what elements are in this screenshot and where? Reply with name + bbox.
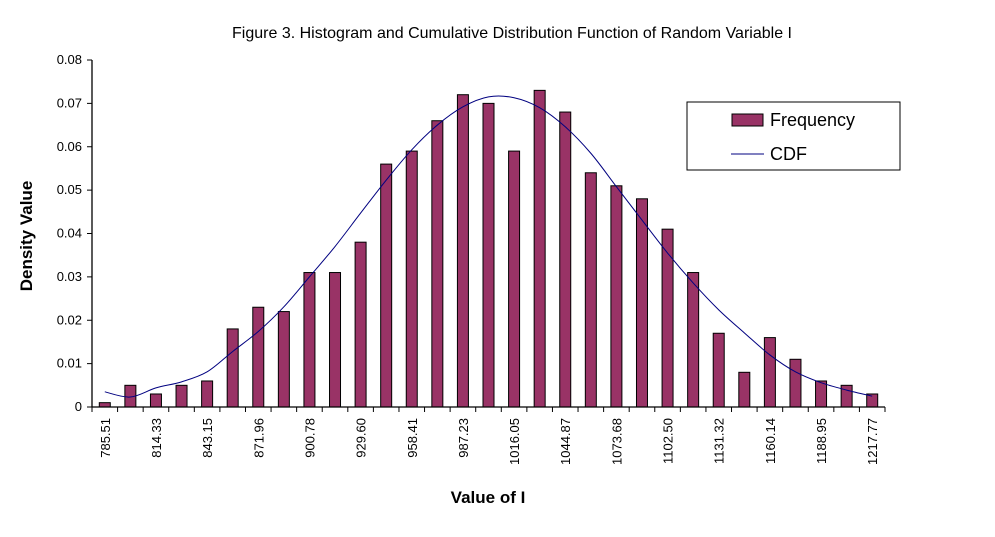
legend-frequency-label: Frequency bbox=[770, 110, 855, 130]
x-tick-label: 958.41 bbox=[405, 418, 420, 458]
frequency-bar bbox=[533, 89, 546, 408]
y-tick-label: 0.08 bbox=[57, 52, 82, 67]
frequency-bar bbox=[175, 384, 188, 408]
legend-cdf-label: CDF bbox=[770, 144, 807, 164]
x-tick-label: 1131.32 bbox=[712, 418, 727, 464]
cdf-line bbox=[104, 95, 873, 398]
y-tick-label: 0.01 bbox=[57, 356, 82, 371]
frequency-bar bbox=[354, 241, 367, 408]
frequency-bar bbox=[431, 120, 444, 408]
x-tick-label: 987.23 bbox=[456, 418, 471, 458]
x-tick-label: 900.78 bbox=[302, 418, 317, 458]
y-tick-label: 0.04 bbox=[57, 226, 82, 241]
x-tick-label: 1160.14 bbox=[763, 418, 778, 464]
y-tick-label: 0.02 bbox=[57, 312, 82, 327]
frequency-bar bbox=[559, 111, 572, 408]
frequency-bar bbox=[482, 102, 495, 408]
x-tick-label: 814.33 bbox=[149, 418, 164, 458]
chart-title: Figure 3. Histogram and Cumulative Distr… bbox=[232, 25, 792, 42]
frequency-bar bbox=[508, 150, 521, 408]
frequency-bar bbox=[405, 150, 418, 408]
frequency-bar bbox=[610, 185, 623, 408]
x-tick-label: 1016.05 bbox=[507, 418, 522, 465]
frequency-bar bbox=[635, 198, 648, 408]
legend: Frequency CDF bbox=[686, 101, 901, 171]
y-tick-label: 0.07 bbox=[57, 95, 82, 110]
x-tick-label: 785.51 bbox=[98, 418, 113, 458]
y-tick-label: 0.05 bbox=[57, 182, 82, 197]
x-tick-label: 1217.77 bbox=[865, 418, 880, 465]
frequency-bar bbox=[201, 380, 214, 408]
y-tick-label: 0.06 bbox=[57, 139, 82, 154]
y-tick-label: 0 bbox=[75, 399, 82, 414]
x-axis-label: Value of I bbox=[451, 488, 526, 507]
x-tick-label: 1188.95 bbox=[814, 418, 829, 464]
frequency-bar bbox=[380, 163, 393, 408]
frequency-bar bbox=[712, 332, 725, 408]
frequency-bar bbox=[456, 94, 469, 408]
x-tick-label: 843.15 bbox=[200, 418, 215, 458]
x-tick-label: 871.96 bbox=[251, 418, 266, 458]
frequency-bar bbox=[661, 228, 674, 408]
frequency-bar bbox=[329, 272, 342, 408]
frequency-bar bbox=[584, 172, 597, 408]
frequency-bar bbox=[687, 272, 700, 408]
frequency-bar bbox=[149, 393, 162, 408]
frequency-bar bbox=[303, 272, 316, 408]
frequency-bar bbox=[252, 306, 265, 408]
frequency-bar bbox=[277, 311, 290, 408]
y-axis-label: Density Value bbox=[17, 181, 36, 292]
y-tick-label: 0.03 bbox=[57, 269, 82, 284]
frequency-bar bbox=[226, 328, 239, 408]
x-tick-label: 1073.68 bbox=[609, 418, 624, 465]
x-tick-label: 929.60 bbox=[354, 418, 369, 458]
frequency-bar bbox=[738, 371, 751, 408]
frequency-bar bbox=[789, 358, 802, 408]
legend-box bbox=[686, 101, 901, 171]
legend-frequency-swatch bbox=[731, 113, 764, 127]
frequency-bar bbox=[98, 402, 111, 408]
x-tick-label: 1044.87 bbox=[558, 418, 573, 465]
x-tick-label: 1102.50 bbox=[661, 418, 676, 464]
frequency-bar bbox=[763, 337, 776, 408]
frequency-bar bbox=[815, 380, 828, 408]
